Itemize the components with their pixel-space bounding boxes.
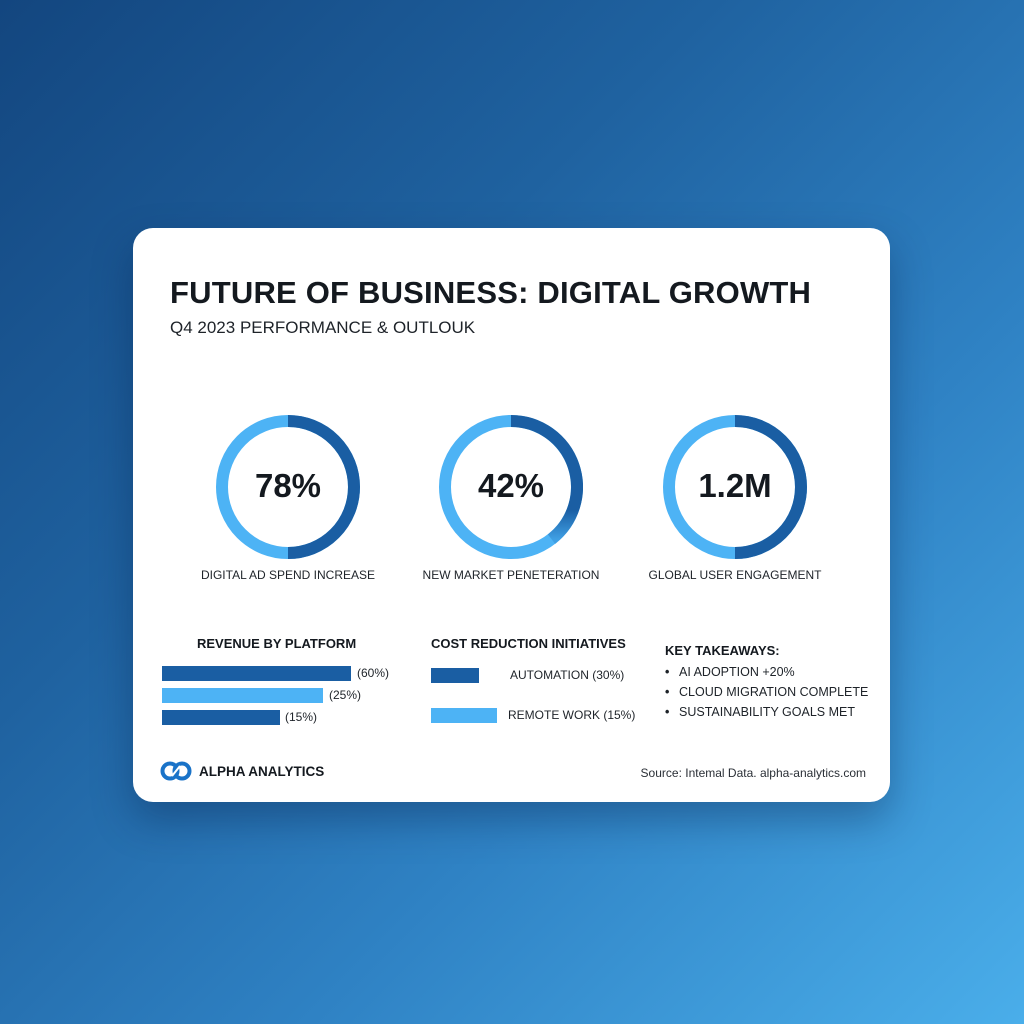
takeaways-title: KEY TAKEAWAYS: [665,643,780,658]
cost-bar [431,708,497,723]
bar-label: (25%) [329,688,362,702]
kpi-value: 1.2M [698,467,772,504]
takeaway-item: AI ADOPTION +20% [665,662,868,682]
section-title: REVENUE BY PLATFORM [197,636,357,651]
kpi-digital-ad-spend: 78% DIGITAL AD SPEND INCREASE [188,415,388,585]
infinity-logo-icon [160,761,192,781]
brand-name: ALPHA ANALYTICS [199,763,325,779]
kpi-global-user-engagement: 1.2M GLOBAL USER ENGAGEMENT [635,415,835,585]
kpi-label: NEW MARKET PENETERATION [422,568,600,582]
section-title: COST REDUCTION INITIATIVES [431,636,626,651]
brand-logo: ALPHA ANALYTICS [159,760,324,782]
revenue-bar [162,710,280,725]
infographic-card: FUTURE OF BUSINESS: DIGITAL GROWTH Q4 20… [133,228,890,802]
takeaways-list: AI ADOPTION +20% CLOUD MIGRATION COMPLET… [665,662,868,722]
kpi-value: 42% [477,467,545,504]
bar-label: (60%) [357,666,390,680]
bar-label: REMOTE WORK (15%) [508,708,636,722]
takeaway-item: SUSTAINABILITY GOALS MET [665,702,868,722]
source-note: Source: Intemal Data. alpha-analytics.co… [640,766,866,780]
revenue-bar [162,666,351,681]
kpi-label: DIGITAL AD SPEND INCREASE [200,568,376,582]
kpi-value: 78% [254,467,322,504]
progress-ring-icon [663,415,807,559]
takeaway-item: CLOUD MIGRATION COMPLETE [665,682,868,702]
kpi-new-market-penetration: 42% NEW MARKET PENETERATION [411,415,611,585]
progress-ring-icon [439,415,583,559]
bar-label: (15%) [285,710,318,724]
progress-ring-icon [216,415,360,559]
revenue-bar [162,688,323,703]
cost-bar [431,668,479,683]
page-subtitle: Q4 2023 PERFORMANCE & OUTLOUK [170,318,476,337]
kpi-label: GLOBAL USER ENGAGEMENT [648,568,822,582]
page-title: FUTURE OF BUSINESS: DIGITAL GROWTH [170,275,812,310]
bar-label: AUTOMATION (30%) [510,668,625,682]
